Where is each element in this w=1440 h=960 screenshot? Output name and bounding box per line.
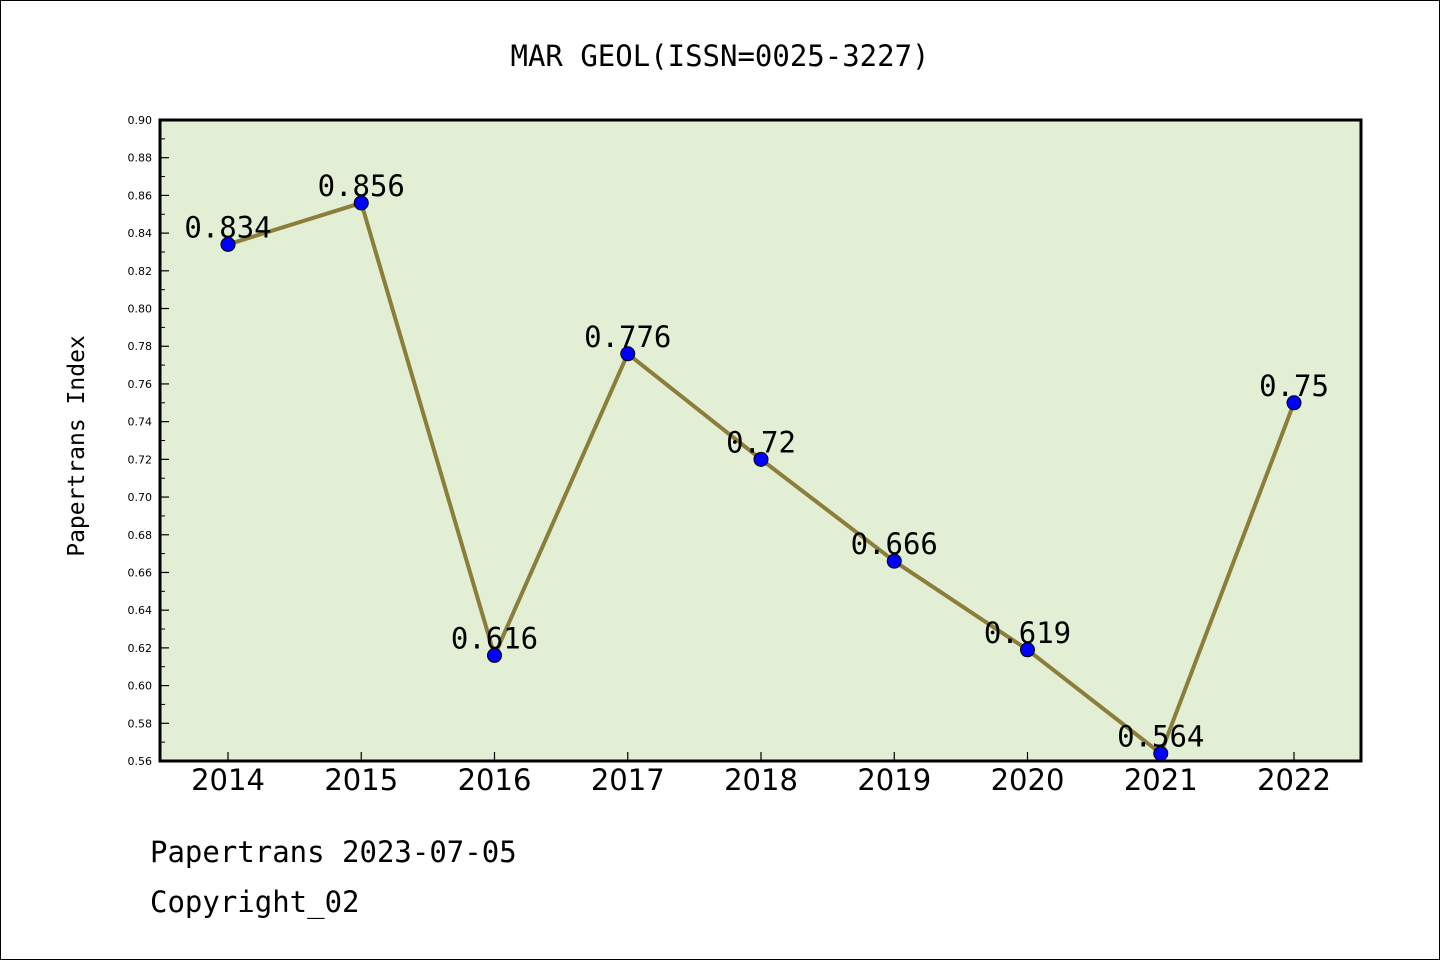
data-label: 0.619: [984, 616, 1071, 650]
plot-border: [158, 118, 1363, 763]
chart-title: MAR GEOL(ISSN=0025-3227): [510, 39, 929, 73]
x-tick-label: 2016: [458, 763, 532, 797]
x-tick-label: 2022: [1257, 763, 1331, 797]
data-point: [1286, 395, 1302, 411]
data-label: 0.856: [318, 169, 405, 203]
y-tick-label: 0.84: [128, 227, 153, 240]
data-label: 0.776: [584, 320, 671, 354]
y-tick-label: 0.80: [128, 303, 153, 316]
x-tick-label: 2020: [991, 763, 1065, 797]
y-tick-label: 0.76: [128, 378, 153, 391]
y-tick-label: 0.70: [128, 491, 153, 504]
x-tick-label: 2015: [324, 763, 398, 797]
data-label: 0.564: [1117, 719, 1204, 753]
data-point: [620, 346, 636, 362]
x-tick-label: 2021: [1124, 763, 1198, 797]
y-tick-label: 0.74: [128, 416, 153, 429]
data-label: 0.666: [851, 527, 938, 561]
plot-area: [160, 120, 1361, 761]
x-tick-label: 2014: [191, 763, 265, 797]
y-tick-label: 0.78: [128, 340, 153, 353]
x-tick-label: 2017: [591, 763, 665, 797]
y-tick-label: 0.62: [128, 642, 153, 655]
y-tick-label: 0.56: [128, 755, 153, 768]
y-tick-label: 0.60: [128, 680, 153, 693]
y-tick-label: 0.72: [128, 453, 153, 466]
footer-copyright: Copyright_02: [150, 885, 360, 919]
y-tick-label: 0.82: [128, 265, 153, 278]
data-point: [753, 451, 769, 467]
data-point: [220, 236, 236, 252]
y-tick-label: 0.86: [128, 189, 153, 202]
data-point: [487, 647, 502, 663]
footer-date: Papertrans 2023-07-05: [150, 835, 517, 869]
y-tick-label: 0.90: [128, 114, 153, 127]
y-axis-label: Papertrans Index: [64, 335, 90, 557]
data-label: 0.834: [184, 210, 271, 244]
data-label: 0.72: [726, 425, 796, 459]
y-tick-label: 0.88: [128, 152, 153, 165]
y-tick-label: 0.58: [128, 717, 153, 730]
data-label: 0.75: [1259, 369, 1329, 403]
data-point: [353, 195, 369, 211]
x-tick-label: 2019: [857, 763, 931, 797]
data-point: [1020, 642, 1035, 658]
data-point: [886, 553, 902, 569]
x-tick-label: 2018: [724, 763, 798, 797]
y-tick-label: 0.64: [128, 604, 153, 617]
data-label: 0.616: [451, 621, 538, 655]
y-tick-label: 0.66: [128, 566, 153, 579]
y-tick-label: 0.68: [128, 529, 153, 542]
